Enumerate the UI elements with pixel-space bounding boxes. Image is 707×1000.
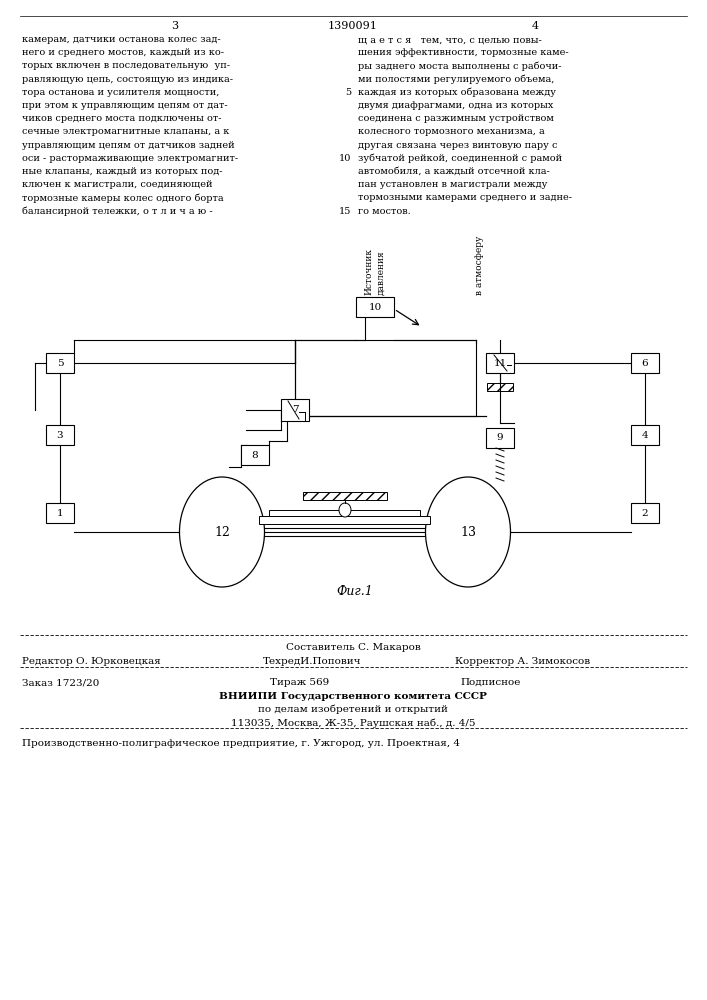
Text: другая связана через винтовую пару с: другая связана через винтовую пару с xyxy=(358,141,558,150)
Bar xyxy=(46,503,74,523)
Bar xyxy=(241,445,269,465)
Text: 4: 4 xyxy=(642,430,648,440)
Text: 10: 10 xyxy=(339,154,351,163)
Ellipse shape xyxy=(426,477,510,587)
Text: 12: 12 xyxy=(214,526,230,538)
Text: по делам изобретений и открытий: по делам изобретений и открытий xyxy=(258,705,448,714)
Text: 1: 1 xyxy=(57,508,64,518)
Text: Фиг.1: Фиг.1 xyxy=(337,585,373,598)
Text: соединена с разжимным устройством: соединена с разжимным устройством xyxy=(358,114,554,123)
Text: Корректор А. Зимокосов: Корректор А. Зимокосов xyxy=(455,657,590,666)
Bar xyxy=(46,353,74,373)
Ellipse shape xyxy=(339,503,351,517)
Bar xyxy=(356,297,394,317)
Bar xyxy=(631,503,659,523)
Bar xyxy=(269,510,421,516)
Text: торых включен в последовательную  уп-: торых включен в последовательную уп- xyxy=(22,61,230,70)
Bar xyxy=(487,383,513,391)
Text: Тираж 569: Тираж 569 xyxy=(270,678,329,687)
Bar xyxy=(631,353,659,373)
Text: тормозными камерами среднего и задне-: тормозными камерами среднего и задне- xyxy=(358,193,572,202)
Text: 3: 3 xyxy=(57,430,64,440)
Text: щ а е т с я   тем, что, с целью повы-: щ а е т с я тем, что, с целью повы- xyxy=(358,35,542,44)
Text: 5: 5 xyxy=(345,88,351,97)
Text: 5: 5 xyxy=(57,359,64,367)
Text: 2: 2 xyxy=(642,508,648,518)
Text: двумя диафрагмами, одна из которых: двумя диафрагмами, одна из которых xyxy=(358,101,554,110)
Bar xyxy=(259,516,431,524)
Text: равляющую цепь, состоящую из индика-: равляющую цепь, состоящую из индика- xyxy=(22,75,233,84)
Text: оси - растормаживающие электромагнит-: оси - растормаживающие электромагнит- xyxy=(22,154,238,163)
Text: при этом к управляющим цепям от дат-: при этом к управляющим цепям от дат- xyxy=(22,101,228,110)
Text: ТехредИ.Попович: ТехредИ.Попович xyxy=(263,657,361,666)
Text: го мостов.: го мостов. xyxy=(358,207,411,216)
Text: 11: 11 xyxy=(493,359,507,367)
Text: 8: 8 xyxy=(252,450,258,460)
Bar xyxy=(486,353,514,373)
Text: Редактор О. Юрковецкая: Редактор О. Юрковецкая xyxy=(22,657,160,666)
Text: 6: 6 xyxy=(642,359,648,367)
Text: тормозные камеры колес одного борта: тормозные камеры колес одного борта xyxy=(22,193,223,203)
Bar xyxy=(303,492,387,500)
Text: зубчатой рейкой, соединенной с рамой: зубчатой рейкой, соединенной с рамой xyxy=(358,154,562,163)
Ellipse shape xyxy=(180,477,264,587)
Text: пан установлен в магистрали между: пан установлен в магистрали между xyxy=(358,180,547,189)
Text: шения эффективности, тормозные каме-: шения эффективности, тормозные каме- xyxy=(358,48,568,57)
Text: него и среднего мостов, каждый из ко-: него и среднего мостов, каждый из ко- xyxy=(22,48,224,57)
Text: 3: 3 xyxy=(171,21,179,31)
Text: Производственно-полиграфическое предприятие, г. Ужгород, ул. Проектная, 4: Производственно-полиграфическое предприя… xyxy=(22,739,460,748)
Text: 4: 4 xyxy=(532,21,539,31)
Text: Заказ 1723/20: Заказ 1723/20 xyxy=(22,678,100,687)
Text: камерам, датчики останова колес зад-: камерам, датчики останова колес зад- xyxy=(22,35,221,44)
Text: Подписное: Подписное xyxy=(460,678,520,687)
Text: Составитель С. Макаров: Составитель С. Макаров xyxy=(286,643,421,652)
Bar xyxy=(631,425,659,445)
Text: тора останова и усилителя мощности,: тора останова и усилителя мощности, xyxy=(22,88,219,97)
Text: 15: 15 xyxy=(339,207,351,216)
Text: колесного тормозного механизма, а: колесного тормозного механизма, а xyxy=(358,127,545,136)
Text: 9: 9 xyxy=(497,434,503,442)
Bar xyxy=(486,428,514,448)
Text: каждая из которых образована между: каждая из которых образована между xyxy=(358,88,556,97)
Text: 1390091: 1390091 xyxy=(328,21,378,31)
Text: автомобиля, а каждый отсечной кла-: автомобиля, а каждый отсечной кла- xyxy=(358,167,550,176)
Text: 7: 7 xyxy=(292,406,298,414)
Text: балансирной тележки, о т л и ч а ю -: балансирной тележки, о т л и ч а ю - xyxy=(22,207,213,216)
Text: Источник: Источник xyxy=(365,248,373,295)
Text: ми полостями регулируемого объема,: ми полостями регулируемого объема, xyxy=(358,75,554,84)
Text: 13: 13 xyxy=(460,526,476,538)
Bar xyxy=(281,399,309,421)
Text: давления: давления xyxy=(377,250,385,295)
Text: ВНИИПИ Государственного комитета СССР: ВНИИПИ Государственного комитета СССР xyxy=(219,692,487,701)
Text: 113035, Москва, Ж-35, Раушская наб., д. 4/5: 113035, Москва, Ж-35, Раушская наб., д. … xyxy=(230,718,475,728)
Text: в атмосферу: в атмосферу xyxy=(476,236,484,295)
Text: 10: 10 xyxy=(368,302,382,312)
Text: чиков среднего моста подключены от-: чиков среднего моста подключены от- xyxy=(22,114,221,123)
Text: ключен к магистрали, соединяющей: ключен к магистрали, соединяющей xyxy=(22,180,213,189)
Text: сечные электромагнитные клапаны, а к: сечные электромагнитные клапаны, а к xyxy=(22,127,229,136)
Text: управляющим цепям от датчиков задней: управляющим цепям от датчиков задней xyxy=(22,141,235,150)
Text: ные клапаны, каждый из которых под-: ные клапаны, каждый из которых под- xyxy=(22,167,223,176)
Bar xyxy=(46,425,74,445)
Text: ры заднего моста выполнены с рабочи-: ры заднего моста выполнены с рабочи- xyxy=(358,61,561,71)
